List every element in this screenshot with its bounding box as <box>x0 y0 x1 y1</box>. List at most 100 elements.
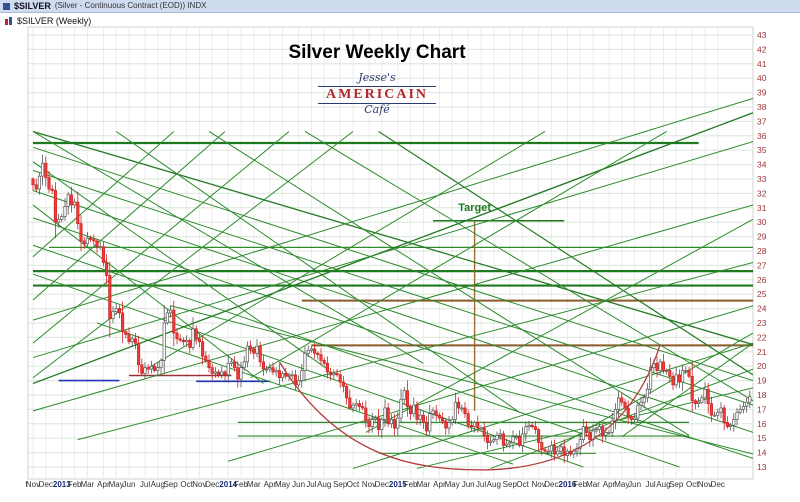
svg-text:Feb: Feb <box>68 480 82 489</box>
legend-label: $SILVER (Weekly) <box>17 16 92 26</box>
svg-text:17: 17 <box>757 404 767 414</box>
svg-text:30: 30 <box>757 217 767 227</box>
svg-text:24: 24 <box>757 304 767 314</box>
chart-title: Silver Weekly Chart <box>288 42 466 63</box>
chart-header-bar: $SILVER (Silver - Continuous Contract (E… <box>0 0 800 13</box>
svg-text:14: 14 <box>757 448 767 458</box>
svg-text:May: May <box>614 480 629 489</box>
svg-text:16: 16 <box>757 419 767 429</box>
y-axis-labels: 13 14 15 16 17 18 19 20 21 22 23 24 25 26 27 28 29 30 31 32… <box>757 30 767 472</box>
svg-text:39: 39 <box>757 88 767 98</box>
svg-text:Nov: Nov <box>698 480 712 489</box>
svg-text:Dec: Dec <box>544 480 558 489</box>
svg-text:Oct: Oct <box>180 480 193 489</box>
svg-text:Dec: Dec <box>205 480 219 489</box>
svg-text:13: 13 <box>757 462 767 472</box>
svg-text:Mar: Mar <box>586 480 600 489</box>
vertical-gridlines <box>32 27 719 479</box>
svg-text:t: t <box>25 480 28 489</box>
svg-text:37: 37 <box>757 116 767 126</box>
svg-text:40: 40 <box>757 73 767 83</box>
svg-text:Feb: Feb <box>404 480 418 489</box>
svg-text:Dec: Dec <box>711 480 725 489</box>
svg-text:May: May <box>109 480 124 489</box>
svg-text:May: May <box>275 480 290 489</box>
window-icon <box>3 2 10 10</box>
svg-text:Apr: Apr <box>97 480 110 489</box>
svg-text:26: 26 <box>757 275 767 285</box>
svg-text:22: 22 <box>757 332 767 342</box>
svg-text:25: 25 <box>757 289 767 299</box>
svg-text:Apr: Apr <box>603 480 616 489</box>
support-resistance-lines <box>33 141 753 454</box>
svg-text:Dec: Dec <box>375 480 389 489</box>
cafe-logo: Jesse's AMERICAIN Café <box>0 71 754 116</box>
svg-text:Nov: Nov <box>362 480 376 489</box>
svg-text:36: 36 <box>757 131 767 141</box>
svg-text:Sep: Sep <box>669 480 684 489</box>
svg-text:Oct: Oct <box>347 480 360 489</box>
svg-text:Apr: Apr <box>264 480 277 489</box>
svg-text:2015: 2015 <box>389 480 407 489</box>
svg-text:Jul: Jul <box>306 480 316 489</box>
svg-text:Sep: Sep <box>333 480 348 489</box>
svg-text:Mar: Mar <box>81 480 95 489</box>
svg-text:27: 27 <box>757 260 767 270</box>
svg-text:34: 34 <box>757 160 767 170</box>
svg-text:Jul: Jul <box>140 480 150 489</box>
svg-text:2016: 2016 <box>559 480 577 489</box>
svg-text:May: May <box>445 480 460 489</box>
svg-text:Feb: Feb <box>234 480 248 489</box>
svg-text:Aug: Aug <box>151 480 165 489</box>
logo-line1: Jesse's <box>358 71 396 84</box>
svg-text:2014: 2014 <box>219 480 237 489</box>
svg-text:20: 20 <box>757 361 767 371</box>
svg-text:Nov: Nov <box>531 480 545 489</box>
svg-text:Jul: Jul <box>476 480 486 489</box>
legend-row: $SILVER (Weekly) <box>4 16 91 26</box>
svg-text:28: 28 <box>757 246 767 256</box>
svg-text:15: 15 <box>757 433 767 443</box>
cup-annotation <box>278 344 661 471</box>
svg-text:21: 21 <box>757 347 767 357</box>
svg-text:29: 29 <box>757 232 767 242</box>
svg-text:2013: 2013 <box>53 480 71 489</box>
logo-line3: Café <box>364 102 390 116</box>
svg-text:Jun: Jun <box>292 480 305 489</box>
svg-text:Feb: Feb <box>573 480 587 489</box>
plot-frame <box>27 26 754 480</box>
svg-text:19: 19 <box>757 376 767 386</box>
svg-text:Apr: Apr <box>433 480 446 489</box>
svg-text:33: 33 <box>757 174 767 184</box>
svg-text:18: 18 <box>757 390 767 400</box>
svg-text:Jul: Jul <box>645 480 655 489</box>
svg-text:38: 38 <box>757 102 767 112</box>
svg-text:43: 43 <box>757 30 767 40</box>
svg-text:Aug: Aug <box>487 480 501 489</box>
candlesticks <box>31 154 752 464</box>
svg-text:Nov: Nov <box>26 480 40 489</box>
svg-text:Sep: Sep <box>163 480 178 489</box>
svg-text:Aug: Aug <box>317 480 331 489</box>
svg-text:Aug: Aug <box>656 480 670 489</box>
svg-text:42: 42 <box>757 44 767 54</box>
svg-text:Nov: Nov <box>192 480 206 489</box>
svg-text:Jun: Jun <box>628 480 641 489</box>
trend-lines <box>32 97 753 469</box>
svg-text:32: 32 <box>757 188 767 198</box>
svg-text:35: 35 <box>757 145 767 155</box>
svg-text:Sep: Sep <box>503 480 518 489</box>
svg-text:23: 23 <box>757 318 767 328</box>
mini-chart-icon <box>5 17 12 25</box>
svg-text:Dec: Dec <box>39 480 53 489</box>
svg-text:41: 41 <box>757 59 767 69</box>
svg-text:31: 31 <box>757 203 767 213</box>
symbol-label: $SILVER <box>14 0 51 11</box>
svg-text:Mar: Mar <box>247 480 261 489</box>
svg-text:Jun: Jun <box>123 480 136 489</box>
svg-text:Oct: Oct <box>686 480 699 489</box>
plot-area <box>31 97 753 471</box>
target-label: Target <box>458 202 491 214</box>
